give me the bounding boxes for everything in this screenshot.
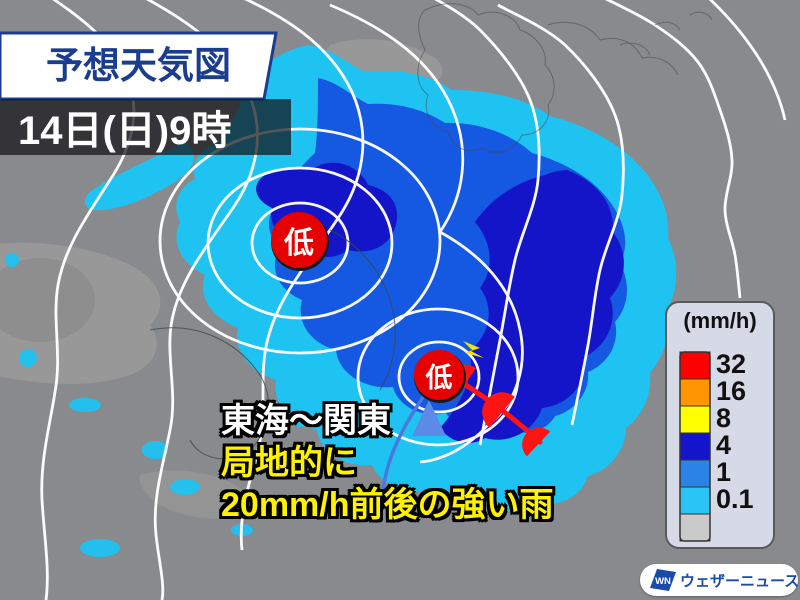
svg-text:32: 32 xyxy=(716,349,746,379)
svg-text:1: 1 xyxy=(716,457,731,487)
svg-text:8: 8 xyxy=(716,403,731,433)
svg-text:4: 4 xyxy=(716,430,731,460)
svg-text:0.1: 0.1 xyxy=(716,484,754,514)
svg-text:16: 16 xyxy=(716,376,746,406)
svg-text:WN: WN xyxy=(655,576,671,587)
